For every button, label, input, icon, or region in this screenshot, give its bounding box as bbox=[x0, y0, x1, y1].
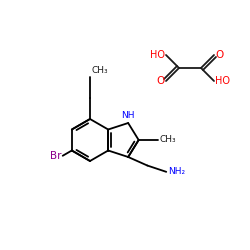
Text: HO: HO bbox=[150, 50, 165, 60]
Text: O: O bbox=[157, 76, 165, 86]
Text: O: O bbox=[215, 50, 223, 60]
Text: CH₃: CH₃ bbox=[91, 66, 108, 75]
Text: CH₃: CH₃ bbox=[160, 136, 176, 144]
Text: NH: NH bbox=[122, 111, 135, 120]
Text: HO: HO bbox=[215, 76, 230, 86]
Text: NH₂: NH₂ bbox=[168, 167, 185, 176]
Text: Br: Br bbox=[50, 151, 62, 161]
